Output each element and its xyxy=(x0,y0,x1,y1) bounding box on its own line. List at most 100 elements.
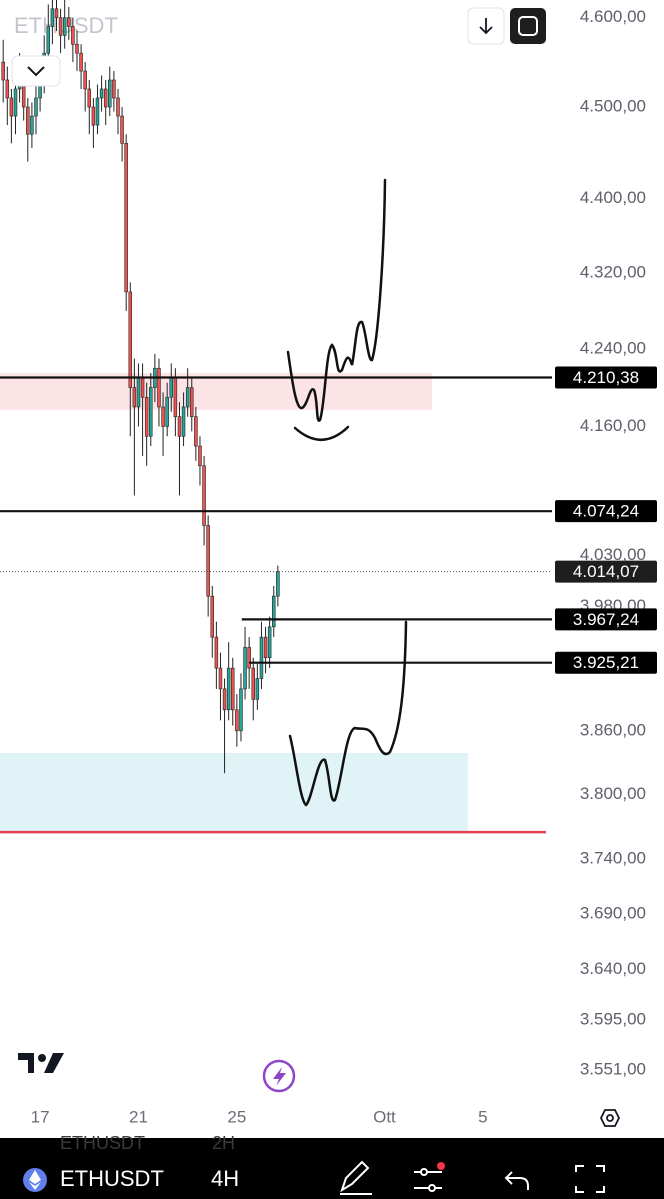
candle-body xyxy=(87,88,92,108)
y-tick-label: 3.595,00 xyxy=(580,1010,646,1029)
ghost-symbol: ETHUSDT xyxy=(60,1133,145,1153)
candle-body xyxy=(185,387,190,408)
y-tick-label: 3.690,00 xyxy=(580,903,646,922)
y-tick-label: 4.600,00 xyxy=(580,7,646,26)
candle-body xyxy=(30,115,34,135)
candle-body xyxy=(202,465,206,526)
candle-body xyxy=(13,88,18,117)
candle-body xyxy=(9,97,14,117)
y-tick-label: 3.860,00 xyxy=(580,720,646,739)
x-tick-label: Ott xyxy=(373,1107,396,1126)
candle-body xyxy=(54,8,59,18)
candle-body xyxy=(140,377,145,398)
tv-logo-dot xyxy=(38,1054,46,1062)
y-tick-label: 4.160,00 xyxy=(580,416,646,435)
price-label-box xyxy=(555,560,657,583)
candle-body xyxy=(67,17,71,27)
candle-body xyxy=(108,79,112,108)
drawing-down xyxy=(288,620,408,807)
candle-body xyxy=(173,377,178,418)
candle-body xyxy=(169,377,173,398)
candle-body xyxy=(263,636,268,659)
x-tick-label: 25 xyxy=(227,1107,246,1126)
candle-body xyxy=(124,143,128,293)
candle-body xyxy=(165,396,169,427)
x-tick-label: 17 xyxy=(31,1107,50,1126)
candle-body xyxy=(26,106,30,135)
draw-button[interactable] xyxy=(340,1160,372,1195)
drawing-up xyxy=(286,178,387,422)
drawing-curve xyxy=(293,425,350,441)
candle-body xyxy=(83,70,87,90)
candle-body xyxy=(214,636,219,669)
x-tick-label: 5 xyxy=(478,1107,487,1126)
price-label-box xyxy=(555,608,657,631)
y-tick-label: 4.030,00 xyxy=(580,545,646,564)
candle-body xyxy=(136,377,141,408)
candle-body xyxy=(218,667,223,690)
candle-body xyxy=(71,26,75,45)
candle-body xyxy=(62,17,67,36)
price-label-box xyxy=(555,651,657,674)
candle-body xyxy=(116,97,120,117)
candle-body xyxy=(161,406,165,427)
y-tick-label: 3.740,00 xyxy=(580,849,646,868)
candle-body xyxy=(222,688,227,711)
y-tick-label: 4.240,00 xyxy=(580,339,646,358)
y-tick-label: 4.500,00 xyxy=(580,96,646,115)
interval-button[interactable]: 4H xyxy=(211,1166,239,1191)
price-label: 4.074,24 xyxy=(573,502,639,521)
candle-body xyxy=(91,106,96,126)
candle-body xyxy=(259,636,264,679)
candle-body xyxy=(177,416,182,437)
candle-body xyxy=(198,445,202,467)
candle-body xyxy=(210,595,215,638)
eth-glyph xyxy=(29,1170,41,1190)
candle-body xyxy=(267,626,272,659)
alert-dot xyxy=(437,1162,445,1170)
price-label-box xyxy=(555,500,657,523)
fullscreen-bottom-button[interactable] xyxy=(575,1165,605,1193)
zone xyxy=(0,373,432,410)
candle-body xyxy=(190,387,194,418)
price-label-box xyxy=(555,366,657,389)
undo-button[interactable] xyxy=(504,1171,529,1190)
price-label: 3.925,21 xyxy=(573,653,639,672)
candle-body xyxy=(272,595,276,628)
slider-knob xyxy=(420,1168,428,1176)
candle-body xyxy=(149,387,153,437)
collapse-button[interactable] xyxy=(11,55,61,87)
candle-body xyxy=(255,678,260,700)
candle-body xyxy=(50,8,55,27)
candle-body xyxy=(206,525,210,597)
candle-body xyxy=(99,88,104,99)
candle-body xyxy=(46,26,51,54)
candle-body xyxy=(251,667,256,700)
symbol-button[interactable]: ETHUSDT xyxy=(60,1166,164,1191)
candle-body xyxy=(235,709,239,732)
ghost-interval: 2H xyxy=(212,1133,235,1153)
candle-body xyxy=(34,97,38,117)
slider-knob xyxy=(428,1184,436,1192)
y-tick-label: 3.640,00 xyxy=(580,959,646,978)
candle-body xyxy=(157,367,161,408)
candle-body xyxy=(75,43,79,54)
candle-body xyxy=(1,61,5,81)
candle-body xyxy=(5,79,10,99)
candle-body xyxy=(243,647,247,690)
zone xyxy=(0,753,469,834)
bottom-bar xyxy=(0,1138,664,1199)
settings-button[interactable] xyxy=(599,1109,621,1127)
tv-logo xyxy=(18,1053,64,1073)
candle-body xyxy=(239,688,243,732)
candle-body xyxy=(144,396,149,437)
candle-body xyxy=(194,416,198,447)
chevron-icon xyxy=(27,66,45,77)
y-tick-label: 4.320,00 xyxy=(580,262,646,281)
candle-body xyxy=(181,406,186,437)
price-label: 4.014,07 xyxy=(573,562,639,581)
fullscreen-button[interactable] xyxy=(510,8,546,44)
price-axis: 4.600,00 4.500,00 4.400,00 4.320,00 4.240,00… xyxy=(31,7,657,1126)
y-tick-label: 3.551,00 xyxy=(580,1060,646,1079)
